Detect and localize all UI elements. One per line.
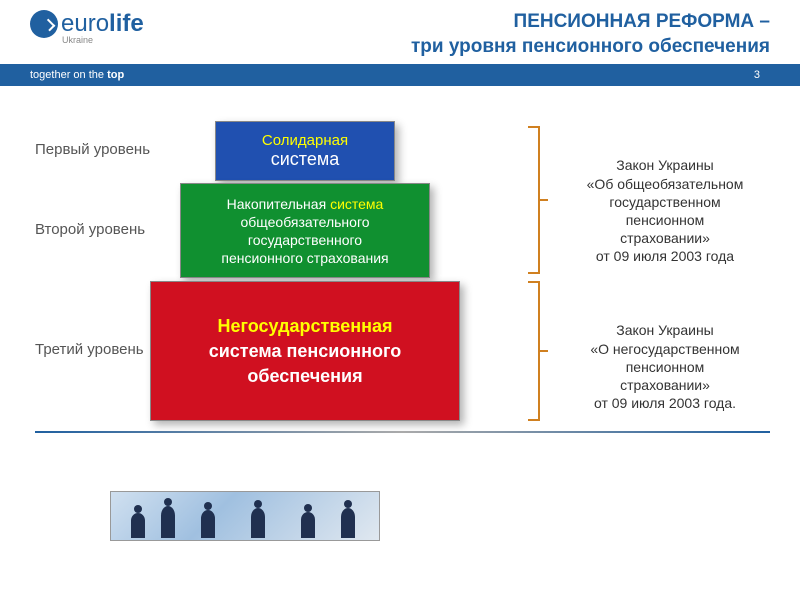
logo-icon <box>30 10 58 38</box>
header: eurolife Ukraine ПЕНСИОННАЯ РЕФОРМА – тр… <box>0 0 800 64</box>
box2-line1: Накопительная система <box>227 195 384 213</box>
divider <box>35 431 770 433</box>
box3-line1: Негосударственная <box>218 314 393 339</box>
banner: together on the top 3 <box>0 64 800 86</box>
box3-line3: обеспечения <box>247 364 362 389</box>
box3-line2: система пенсионного <box>209 339 402 364</box>
logo: eurolife <box>30 10 144 38</box>
title-line2: три уровня пенсионного обеспечения <box>411 35 770 60</box>
box2-line2: общеобязательного <box>240 213 369 231</box>
diagram: Первый уровень Второй уровень Третий уро… <box>0 101 800 561</box>
box-solidarity: Солидарная система <box>215 121 395 181</box>
box2-line3: государственного <box>248 231 362 249</box>
level-1-label: Первый уровень <box>35 141 150 158</box>
law-text-2: Закон Украины«О негосударственномпенсион… <box>555 321 775 412</box>
box2-line4: пенсионного страхования <box>221 249 388 267</box>
bracket-law1 <box>510 126 540 274</box>
box1-line2: система <box>271 149 340 170</box>
bracket-law2 <box>510 281 540 421</box>
level-2-label: Второй уровень <box>35 221 145 238</box>
law-text-1: Закон Украины«Об общеобязательномгосудар… <box>555 156 775 265</box>
box1-line1: Солидарная <box>262 132 348 149</box>
box-nongov: Негосударственная система пенсионного об… <box>150 281 460 421</box>
logo-part2: life <box>109 10 144 37</box>
banner-text: together on the top <box>30 69 124 81</box>
footer-image <box>110 491 380 541</box>
logo-part1: euro <box>61 10 109 37</box>
title-line1: ПЕНСИОННАЯ РЕФОРМА – <box>411 10 770 35</box>
level-3-label: Третий уровень <box>35 341 144 358</box>
logo-block: eurolife Ukraine <box>30 10 144 45</box>
logo-text: eurolife <box>61 10 144 38</box>
page-number: 3 <box>744 69 770 81</box>
box-accumulative: Накопительная система общеобязательного … <box>180 183 430 278</box>
page-title: ПЕНСИОННАЯ РЕФОРМА – три уровня пенсионн… <box>411 10 770 59</box>
